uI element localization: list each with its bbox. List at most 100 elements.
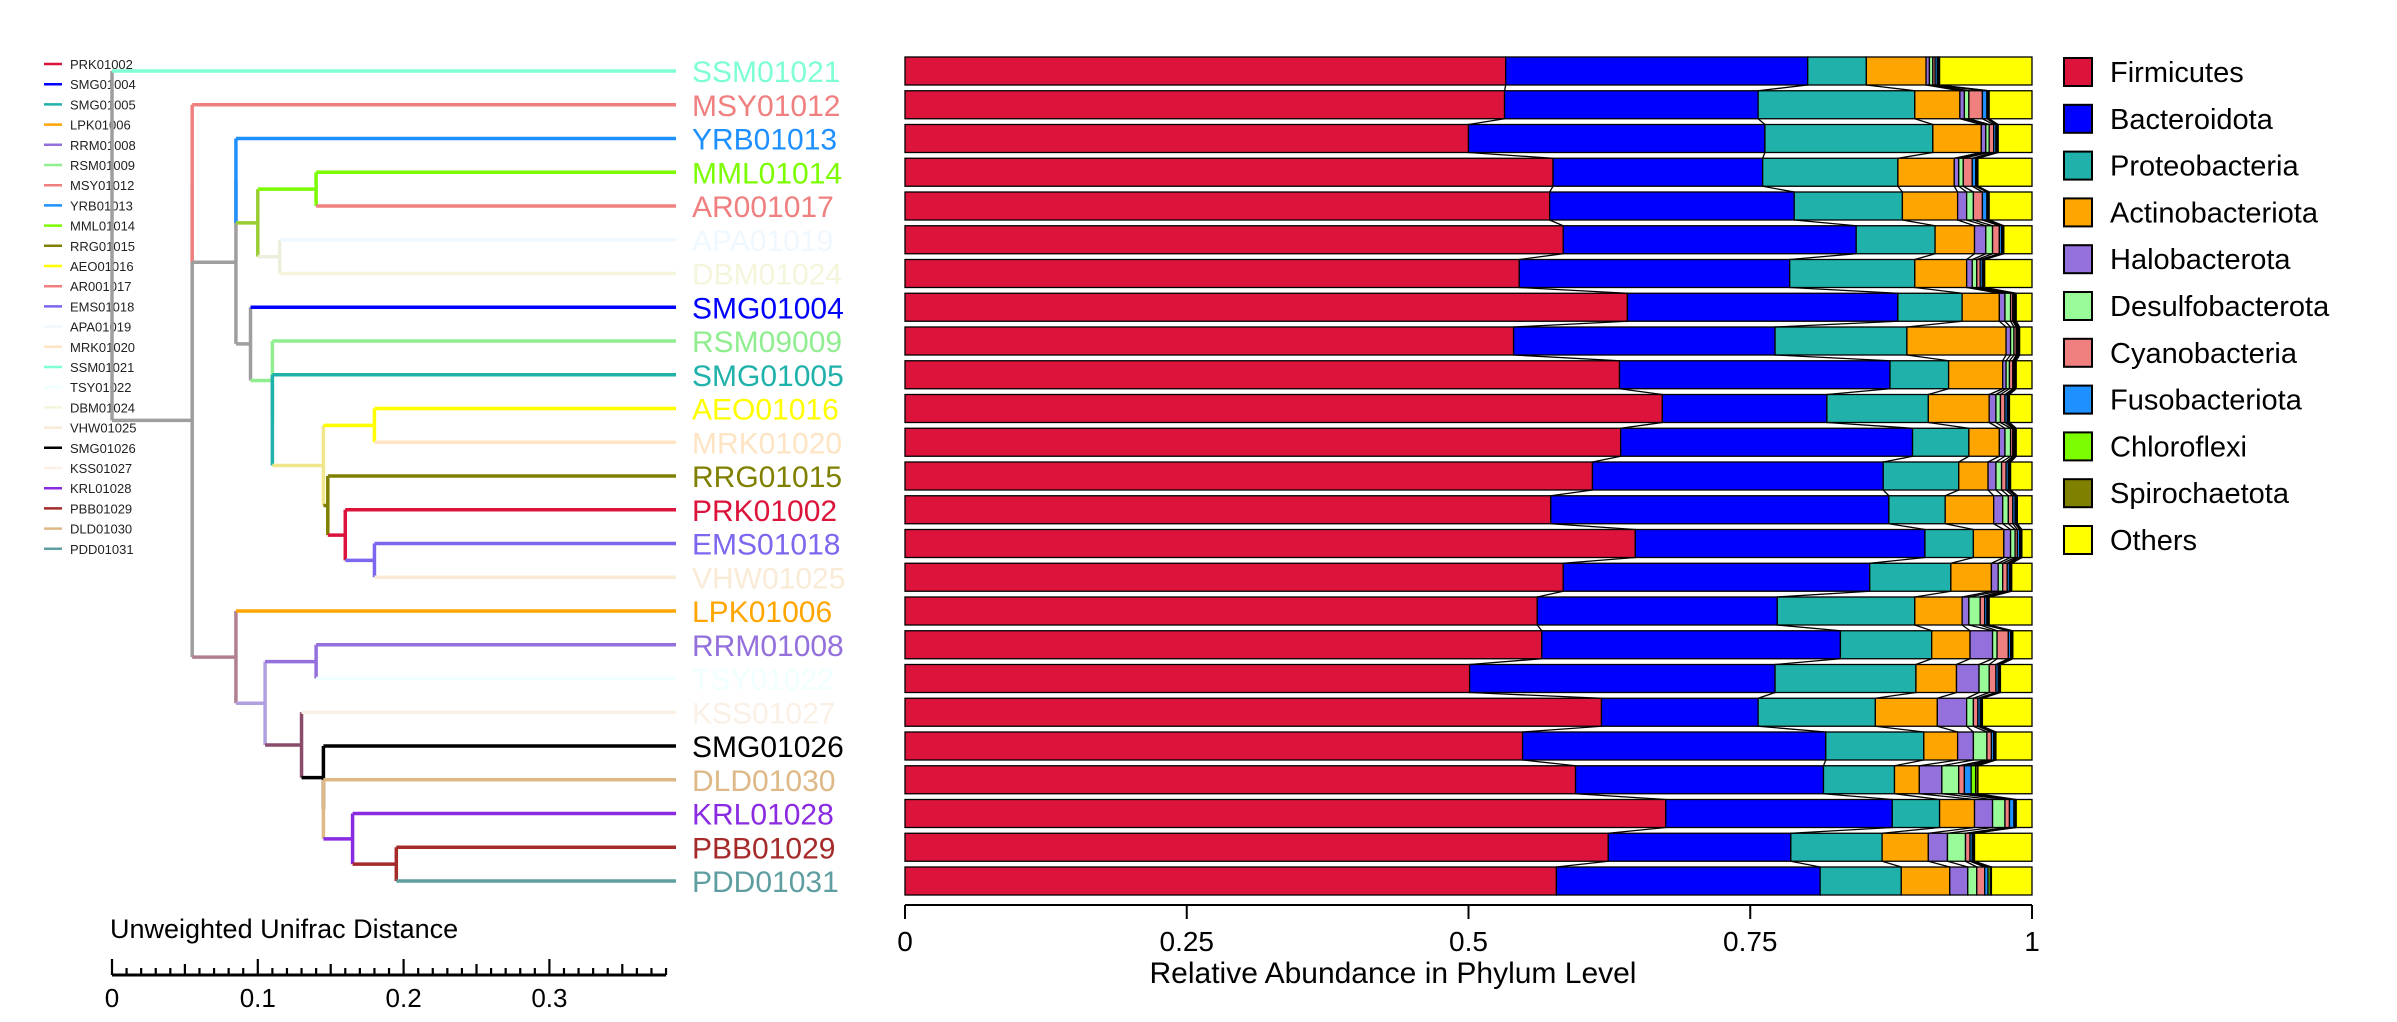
bar-connector xyxy=(2004,388,2014,396)
sample-label-RSM09009: RSM09009 xyxy=(692,326,842,359)
bar-connector xyxy=(2002,354,2007,362)
bar-segment-MSY01012-bacteroidota xyxy=(1503,90,1759,120)
x-tick-label: 0.75 xyxy=(1723,926,1778,957)
bar-connector xyxy=(1777,590,1870,598)
small-legend-label-PBB01029: PBB01029 xyxy=(70,501,132,516)
bar-connector xyxy=(1947,826,1993,834)
bar-segment-PRK01002-proteobacteria xyxy=(1888,495,1946,525)
bar-connector xyxy=(1790,860,1821,868)
small-legend-label-RRM01008: RRM01008 xyxy=(70,138,136,153)
bar-segment-MML01014-actinobacteriota xyxy=(1897,157,1955,187)
bar-connector xyxy=(1914,590,1951,598)
bar-segment-SMG01004-others xyxy=(2015,292,2033,322)
bar-segment-RRG01015-desulfobacterota xyxy=(1995,461,2003,491)
bar-connector xyxy=(1866,84,1915,92)
bar-segment-SMG01026-firmicutes xyxy=(904,731,1524,761)
small-legend-label-APA01019: APA01019 xyxy=(70,320,131,335)
sample-label-LPK01006: LPK01006 xyxy=(692,596,832,629)
bar-segment-SMG01005-proteobacteria xyxy=(1889,360,1950,390)
bar-segment-LPK01006-desulfobacterota xyxy=(1968,596,1981,626)
bar-segment-PBB01029-actinobacteriota xyxy=(1881,832,1929,862)
bar-segment-MML01014-others xyxy=(1977,157,2033,187)
small-legend-label-PRK01002: PRK01002 xyxy=(70,57,133,72)
bar-segment-VHW01025-cyanobacteria xyxy=(2002,562,2008,592)
phylum-legend-label-others: Others xyxy=(2110,525,2197,557)
bar-segment-RSM09009-proteobacteria xyxy=(1774,326,1908,356)
bar-connector xyxy=(1995,489,2004,497)
bar-segment-DLD01030-proteobacteria xyxy=(1822,765,1896,795)
bar-connector xyxy=(2013,354,2018,362)
bar-connector xyxy=(1875,725,1924,733)
bar-segment-KRL01028-fusobacteriota xyxy=(2008,798,2015,829)
bar-segment-EMS01018-desulfobacterota xyxy=(2009,528,2016,559)
bar-segment-SMG01026-bacteroidota xyxy=(1521,731,1827,761)
bar-segment-RRM01008-halobacterota xyxy=(1969,630,1994,660)
bar-segment-SMG01026-others xyxy=(1995,731,2033,761)
bar-segment-PDD01031-firmicutes xyxy=(904,866,1558,896)
sample-label-SSM01021: SSM01021 xyxy=(692,56,840,89)
bar-connector xyxy=(2006,388,2015,395)
bar-connector xyxy=(1919,759,1958,767)
bar-connector xyxy=(1550,489,1593,497)
bar-connector xyxy=(1906,354,1949,362)
bar-connector xyxy=(1894,793,1940,801)
bar-segment-TSY01022-proteobacteria xyxy=(1774,663,1917,694)
bar-connector xyxy=(2010,455,2017,463)
bar-connector xyxy=(1503,84,1507,91)
bar-segment-DLD01030-cyanobacteria xyxy=(1958,765,1966,795)
bar-segment-APA01019-halobacterota xyxy=(1973,225,1987,255)
bar-connector xyxy=(1906,320,1963,328)
x-axis-label: Relative Abundance in Phylum Level xyxy=(1150,957,1637,990)
bar-segment-VHW01025-desulfobacterota xyxy=(1997,562,2004,592)
bar-connector xyxy=(1468,151,1554,159)
tree-scale-tick-label: 0.3 xyxy=(531,983,567,1013)
bar-segment-VHW01025-others xyxy=(2011,562,2033,592)
bar-connector xyxy=(1928,388,1949,396)
small-legend-label-SMG01005: SMG01005 xyxy=(70,97,136,112)
bar-connector xyxy=(1982,219,2000,227)
bar-segment-TSY01022-actinobacteriota xyxy=(1915,663,1958,694)
small-legend-label-LPK01006: LPK01006 xyxy=(70,118,131,133)
bar-segment-KSS01027-others xyxy=(1981,697,2033,727)
stacked-bars xyxy=(904,56,2033,896)
bar-segment-TSY01022-others xyxy=(1999,663,2033,694)
phylum-legend-label-fusobacteriota: Fusobacteriota xyxy=(2110,385,2303,417)
small-legend-label-KSS01027: KSS01027 xyxy=(70,461,132,476)
bar-connector xyxy=(2015,320,2021,328)
phylum-legend-label-actinobacteriota: Actinobacteriota xyxy=(2110,197,2319,229)
bar-connector xyxy=(1958,455,1970,463)
bar-connector xyxy=(2007,455,2015,463)
bar-segment-EMS01018-proteobacteria xyxy=(1924,528,1975,559)
sample-label-APA01019: APA01019 xyxy=(692,225,833,258)
small-legend-label-EMS01018: EMS01018 xyxy=(70,299,134,314)
bar-connector xyxy=(1608,826,1666,834)
bar-connector xyxy=(2005,455,2014,463)
bar-connector xyxy=(2001,489,2009,497)
bar-connector xyxy=(1914,624,1932,632)
x-axis: Relative Abundance in Phylum Level 0 0.25… xyxy=(897,904,2040,990)
bar-segment-AEO01016-actinobacteriota xyxy=(1927,393,1990,424)
bar-segment-AEO01016-halobacterota xyxy=(1988,393,1997,424)
bar-connector xyxy=(1965,860,1978,868)
bar-connector xyxy=(1974,860,1992,868)
bar-connector xyxy=(2005,354,2012,362)
sample-label-AR001017: AR001017 xyxy=(692,191,834,224)
bar-segment-MRK01020-proteobacteria xyxy=(1911,427,1970,457)
bar-segment-PBB01029-cyanobacteria xyxy=(1964,832,1971,862)
bar-connector xyxy=(2004,421,2014,429)
bar-connector xyxy=(1882,489,1890,497)
sample-label-PRK01002: PRK01002 xyxy=(692,495,837,528)
bar-segment-PDD01031-bacteroidota xyxy=(1555,866,1821,896)
bar-connector xyxy=(1973,691,1990,699)
bar-segment-DBM01024-desulfobacterota xyxy=(1971,258,1978,289)
sample-label-DBM01024: DBM01024 xyxy=(692,259,842,292)
bar-connector xyxy=(1888,523,1926,531)
bar-segment-SSM01021-actinobacteriota xyxy=(1865,56,1927,86)
bar-segment-SMG01026-halobacterota xyxy=(1956,731,1975,761)
bar-connector xyxy=(1869,556,1926,564)
bar-connector xyxy=(2014,354,2020,362)
phylum-legend-swatch-desulfobacterota xyxy=(2063,291,2093,321)
bar-segment-YRB01013-proteobacteria xyxy=(1764,123,1934,154)
bar-segment-AEO01016-firmicutes xyxy=(904,393,1663,424)
bar-segment-APA01019-cyanobacteria xyxy=(1991,225,2000,255)
